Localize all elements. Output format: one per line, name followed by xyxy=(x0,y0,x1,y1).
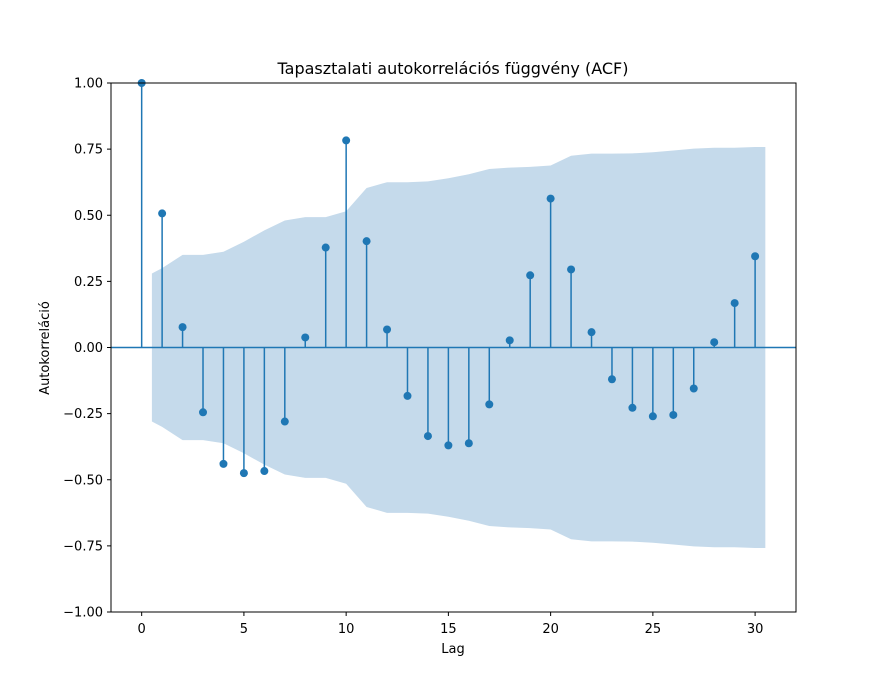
x-axis-label: Lag xyxy=(441,642,464,657)
y-tick-label: 0.00 xyxy=(74,341,103,356)
acf-point xyxy=(485,400,494,409)
acf-point xyxy=(444,441,453,450)
acf-point xyxy=(607,375,616,384)
acf-point xyxy=(219,459,228,468)
acf-point xyxy=(158,209,167,218)
acf-point xyxy=(383,325,392,334)
plot-area xyxy=(110,79,797,613)
acf-point xyxy=(403,391,412,400)
y-tick-label: 0.75 xyxy=(74,143,103,158)
acf-point xyxy=(280,417,289,426)
acf-point xyxy=(239,469,248,478)
x-tick-label: 20 xyxy=(542,622,559,637)
acf-point xyxy=(199,408,208,417)
y-tick-label: −0.50 xyxy=(63,473,103,488)
y-axis-label: Autokorreláció xyxy=(38,301,53,395)
x-tick-label: 25 xyxy=(645,622,662,637)
acf-point xyxy=(505,336,514,345)
acf-point xyxy=(423,432,432,441)
acf-point xyxy=(342,136,351,145)
x-tick-label: 0 xyxy=(138,622,146,637)
y-tick-label: −0.75 xyxy=(63,539,103,554)
acf-point xyxy=(301,333,310,342)
y-tick-label: 0.25 xyxy=(74,275,103,290)
acf-point xyxy=(648,412,657,421)
acf-point xyxy=(669,410,678,419)
x-tick-label: 15 xyxy=(440,622,457,637)
acf-point xyxy=(587,328,596,337)
x-tick-label: 5 xyxy=(240,622,248,637)
y-tick-label: −0.25 xyxy=(63,407,103,422)
acf-point xyxy=(628,403,637,412)
acf-point xyxy=(730,299,739,308)
x-tick-label: 30 xyxy=(747,622,764,637)
acf-point xyxy=(526,271,535,280)
stems-layer xyxy=(137,79,760,478)
acf-point xyxy=(178,323,187,332)
y-axis-ticks: −1.00 −0.75 −0.50 −0.25 0.00 0.25 0.50 0.75 1.00 xyxy=(63,77,111,621)
chart-title: Tapasztalati autokorrelációs függvény (A… xyxy=(277,59,629,78)
x-tick-label: 10 xyxy=(338,622,355,637)
acf-point xyxy=(751,252,760,261)
acf-point xyxy=(260,467,269,476)
acf-point xyxy=(710,338,719,347)
x-axis-ticks: 0 5 10 15 20 25 30 xyxy=(138,612,764,637)
acf-point xyxy=(464,439,473,448)
acf-point xyxy=(567,265,576,274)
acf-point xyxy=(362,237,371,246)
y-tick-label: 1.00 xyxy=(74,77,103,92)
y-tick-label: 0.50 xyxy=(74,209,103,224)
acf-point xyxy=(546,194,555,203)
y-tick-label: −1.00 xyxy=(63,606,103,621)
acf-point xyxy=(689,384,698,393)
acf-point xyxy=(321,243,330,252)
